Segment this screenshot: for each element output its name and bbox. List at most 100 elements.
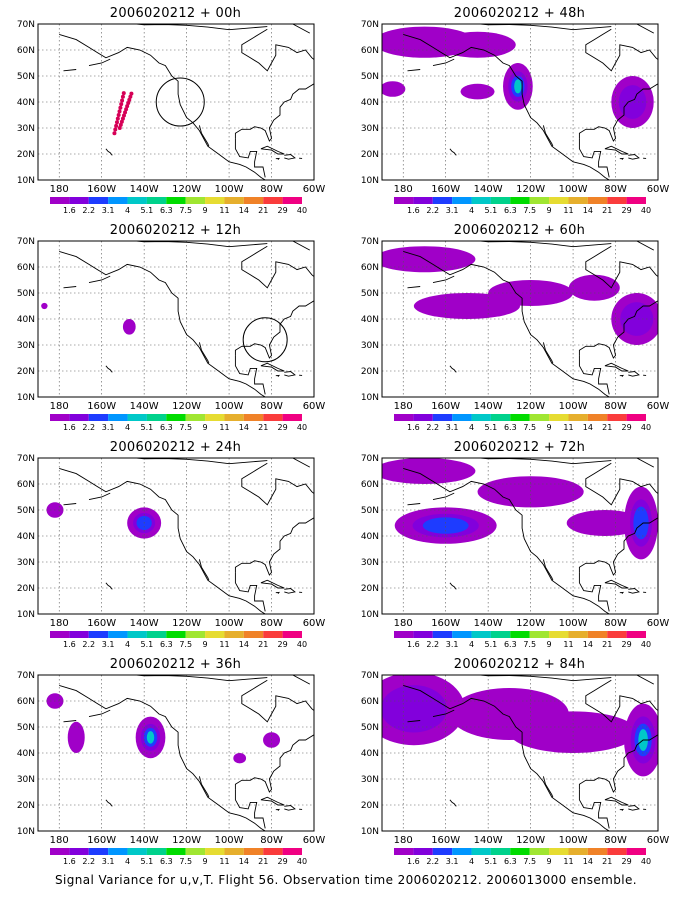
colorbar-swatch [108, 631, 128, 638]
colorbar-label: 4 [125, 423, 130, 432]
colorbar-label: 40 [641, 640, 651, 649]
colorbar-label: 5.1 [485, 857, 498, 866]
signal-region [382, 458, 476, 484]
lat-label: 40N [361, 532, 379, 542]
colorbar-label: 29 [278, 206, 288, 215]
coastline [198, 776, 210, 798]
colorbar-label: 9 [203, 640, 208, 649]
colorbar-label: 4 [469, 206, 474, 215]
coastline [542, 776, 554, 798]
colorbar-swatch [224, 414, 244, 421]
coastline [88, 709, 111, 718]
colorbar-label: 14 [583, 857, 593, 866]
colorbar-swatch [549, 414, 569, 421]
signal-region [439, 31, 516, 58]
map-panel: 2006020212 + 84h 70N 60N 50N 40N 30N 20N 10N 180… [352, 657, 687, 869]
colorbar-label: 4 [125, 206, 130, 215]
lon-label: 60W [647, 401, 670, 412]
colorbar-swatch [146, 197, 167, 204]
map-area [382, 24, 658, 180]
coastline [275, 374, 281, 377]
map-plot: 70N 60N 50N 40N 30N 20N 10N 180 160W 140W 120W 100W… [361, 20, 670, 215]
colorbar-swatch [243, 197, 264, 204]
coastline [105, 799, 113, 807]
colorbar-swatch [69, 197, 89, 204]
colorbar-swatch [510, 848, 530, 855]
lat-label: 30N [17, 558, 35, 568]
colorbar-label: 9 [547, 423, 552, 432]
coastline [88, 58, 111, 67]
lat-label: 20N [17, 150, 35, 160]
coastline [578, 789, 610, 829]
coastline [449, 582, 457, 590]
map-area [382, 241, 658, 397]
lon-label: 80W [260, 184, 283, 195]
coastline [268, 458, 311, 468]
colorbar-label: 11 [219, 206, 229, 215]
lat-label: 50N [361, 506, 379, 516]
coastline [198, 559, 210, 581]
colorbar-label: 7.5 [179, 857, 192, 866]
lat-label: 60N [17, 697, 35, 707]
colorbar-swatch [587, 197, 608, 204]
lat-label: 40N [361, 98, 379, 108]
colorbar-swatch [185, 197, 206, 204]
colorbar-label: 11 [219, 857, 229, 866]
signal-region [566, 510, 644, 536]
lon-label: 140W [474, 835, 503, 846]
lon-label: 60W [303, 184, 326, 195]
lon-label: 180 [50, 401, 69, 412]
observation-point [112, 131, 117, 136]
colorbar-swatch [88, 197, 109, 204]
lat-label: 40N [17, 315, 35, 325]
signal-region [233, 753, 247, 764]
colorbar-swatch [510, 631, 530, 638]
map-panel: 2006020212 + 12h 70N 60N 50N 40N 30N 20N 10N 180… [8, 223, 343, 435]
coastline [403, 33, 611, 180]
observation-point [114, 123, 119, 128]
panel-title: 2006020212 + 60h [453, 223, 586, 238]
lon-label: 120W [516, 618, 545, 629]
coastline [403, 467, 611, 614]
lat-label: 40N [17, 532, 35, 542]
colorbar-label: 29 [278, 423, 288, 432]
colorbar-label: 5.1 [141, 206, 154, 215]
lat-label: 60N [17, 46, 35, 56]
map-area [38, 24, 314, 180]
map-plot: 70N 60N 50N 40N 30N 20N 10N 180 160W 140W 120W 100W… [17, 671, 326, 866]
colorbar-swatch [626, 414, 646, 421]
lon-label: 80W [260, 835, 283, 846]
lon-label: 80W [604, 401, 627, 412]
coastline [63, 503, 77, 506]
colorbar-label: 6.3 [504, 423, 517, 432]
lon-label: 120W [516, 184, 545, 195]
lon-label: 120W [172, 401, 201, 412]
lon-label: 60W [647, 618, 670, 629]
lat-label: 30N [361, 124, 379, 134]
colorbar-swatch [127, 848, 147, 855]
colorbar-swatch [243, 414, 264, 421]
coastline [268, 24, 311, 34]
colorbar-swatch [471, 848, 491, 855]
colorbar-swatch [108, 848, 128, 855]
colorbar-swatch [224, 197, 244, 204]
coastline [59, 467, 267, 614]
lat-label: 50N [17, 289, 35, 299]
lat-label: 40N [17, 749, 35, 759]
lat-label: 60N [17, 480, 35, 490]
lat-label: 30N [361, 341, 379, 351]
colorbar-swatch [282, 631, 302, 638]
colorbar-label: 21 [602, 206, 612, 215]
observation-point [114, 120, 119, 125]
signal-region [618, 85, 647, 119]
colorbar-swatch [471, 197, 491, 204]
lat-label: 30N [361, 775, 379, 785]
coastline [619, 157, 625, 160]
colorbar-label: 9 [547, 206, 552, 215]
lat-label: 10N [361, 827, 379, 837]
colorbar-swatch [146, 631, 167, 638]
colorbar-swatch [510, 197, 530, 204]
colorbar-swatch [127, 414, 147, 421]
coastline [628, 805, 640, 811]
